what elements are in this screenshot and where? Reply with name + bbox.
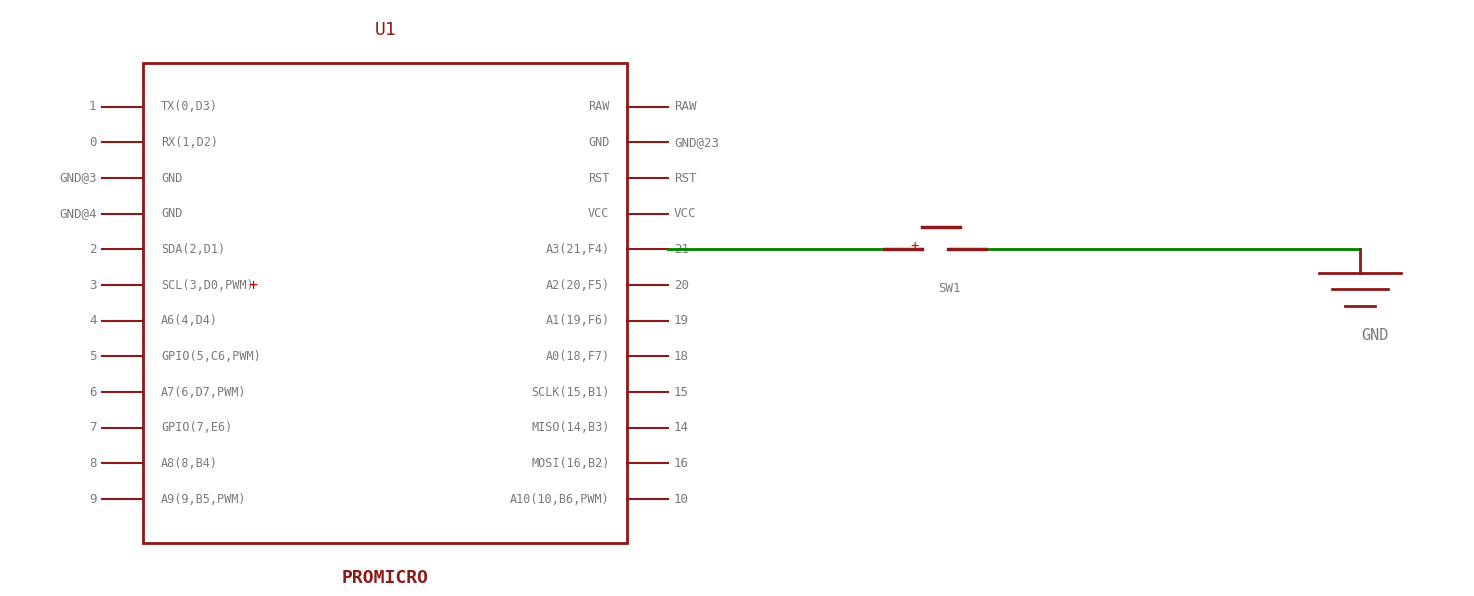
Text: A7(6,D7,PWM): A7(6,D7,PWM)	[161, 386, 246, 399]
Text: RX(1,D2): RX(1,D2)	[161, 136, 218, 149]
Text: GPIO(5,C6,PWM): GPIO(5,C6,PWM)	[161, 350, 261, 363]
Text: 4: 4	[88, 314, 96, 327]
Text: GND: GND	[588, 136, 609, 149]
Text: GND: GND	[1361, 328, 1389, 343]
Text: A2(20,F5): A2(20,F5)	[545, 278, 609, 291]
Text: 5: 5	[88, 350, 96, 363]
Text: GND@3: GND@3	[59, 172, 96, 185]
Text: RST: RST	[588, 172, 609, 185]
Text: +: +	[249, 278, 258, 293]
Text: 9: 9	[88, 493, 96, 505]
Text: MOSI(16,B2): MOSI(16,B2)	[531, 457, 609, 470]
Text: 0: 0	[88, 136, 96, 149]
Text: RAW: RAW	[674, 100, 697, 113]
Text: TX(0,D3): TX(0,D3)	[161, 100, 218, 113]
Text: 14: 14	[674, 421, 688, 434]
Text: 15: 15	[674, 386, 688, 399]
Text: 10: 10	[674, 493, 688, 505]
Text: GND: GND	[161, 172, 183, 185]
Text: A10(10,B6,PWM): A10(10,B6,PWM)	[510, 493, 609, 505]
Bar	[143, 63, 626, 543]
Text: A1(19,F6): A1(19,F6)	[545, 314, 609, 327]
Text: RST: RST	[674, 172, 697, 185]
Text: 20: 20	[674, 278, 688, 291]
Text: PROMICRO: PROMICRO	[342, 569, 429, 588]
Text: 8: 8	[88, 457, 96, 470]
Text: 2: 2	[88, 243, 96, 256]
Text: 19: 19	[674, 314, 688, 327]
Text: U1: U1	[374, 21, 397, 39]
Text: MISO(14,B3): MISO(14,B3)	[531, 421, 609, 434]
Text: GND@23: GND@23	[674, 136, 719, 149]
Text: VCC: VCC	[674, 207, 697, 220]
Text: A3(21,F4): A3(21,F4)	[545, 243, 609, 256]
Text: SCLK(15,B1): SCLK(15,B1)	[531, 386, 609, 399]
Text: 6: 6	[88, 386, 96, 399]
Text: +: +	[911, 240, 918, 253]
Text: VCC: VCC	[588, 207, 609, 220]
Text: 1: 1	[88, 100, 96, 113]
Text: GND@4: GND@4	[59, 207, 96, 220]
Text: 21: 21	[674, 243, 688, 256]
Text: SDA(2,D1): SDA(2,D1)	[161, 243, 226, 256]
Text: A0(18,F7): A0(18,F7)	[545, 350, 609, 363]
Text: 7: 7	[88, 421, 96, 434]
Text: RAW: RAW	[588, 100, 609, 113]
Text: 3: 3	[88, 278, 96, 291]
Text: 16: 16	[674, 457, 688, 470]
Text: GPIO(7,E6): GPIO(7,E6)	[161, 421, 233, 434]
Text: 18: 18	[674, 350, 688, 363]
Text: A6(4,D4): A6(4,D4)	[161, 314, 218, 327]
Text: GND: GND	[161, 207, 183, 220]
Text: SCL(3,D0,PWM): SCL(3,D0,PWM)	[161, 278, 254, 291]
Text: SW1: SW1	[939, 281, 961, 294]
Text: A8(8,B4): A8(8,B4)	[161, 457, 218, 470]
Text: A9(9,B5,PWM): A9(9,B5,PWM)	[161, 493, 246, 505]
